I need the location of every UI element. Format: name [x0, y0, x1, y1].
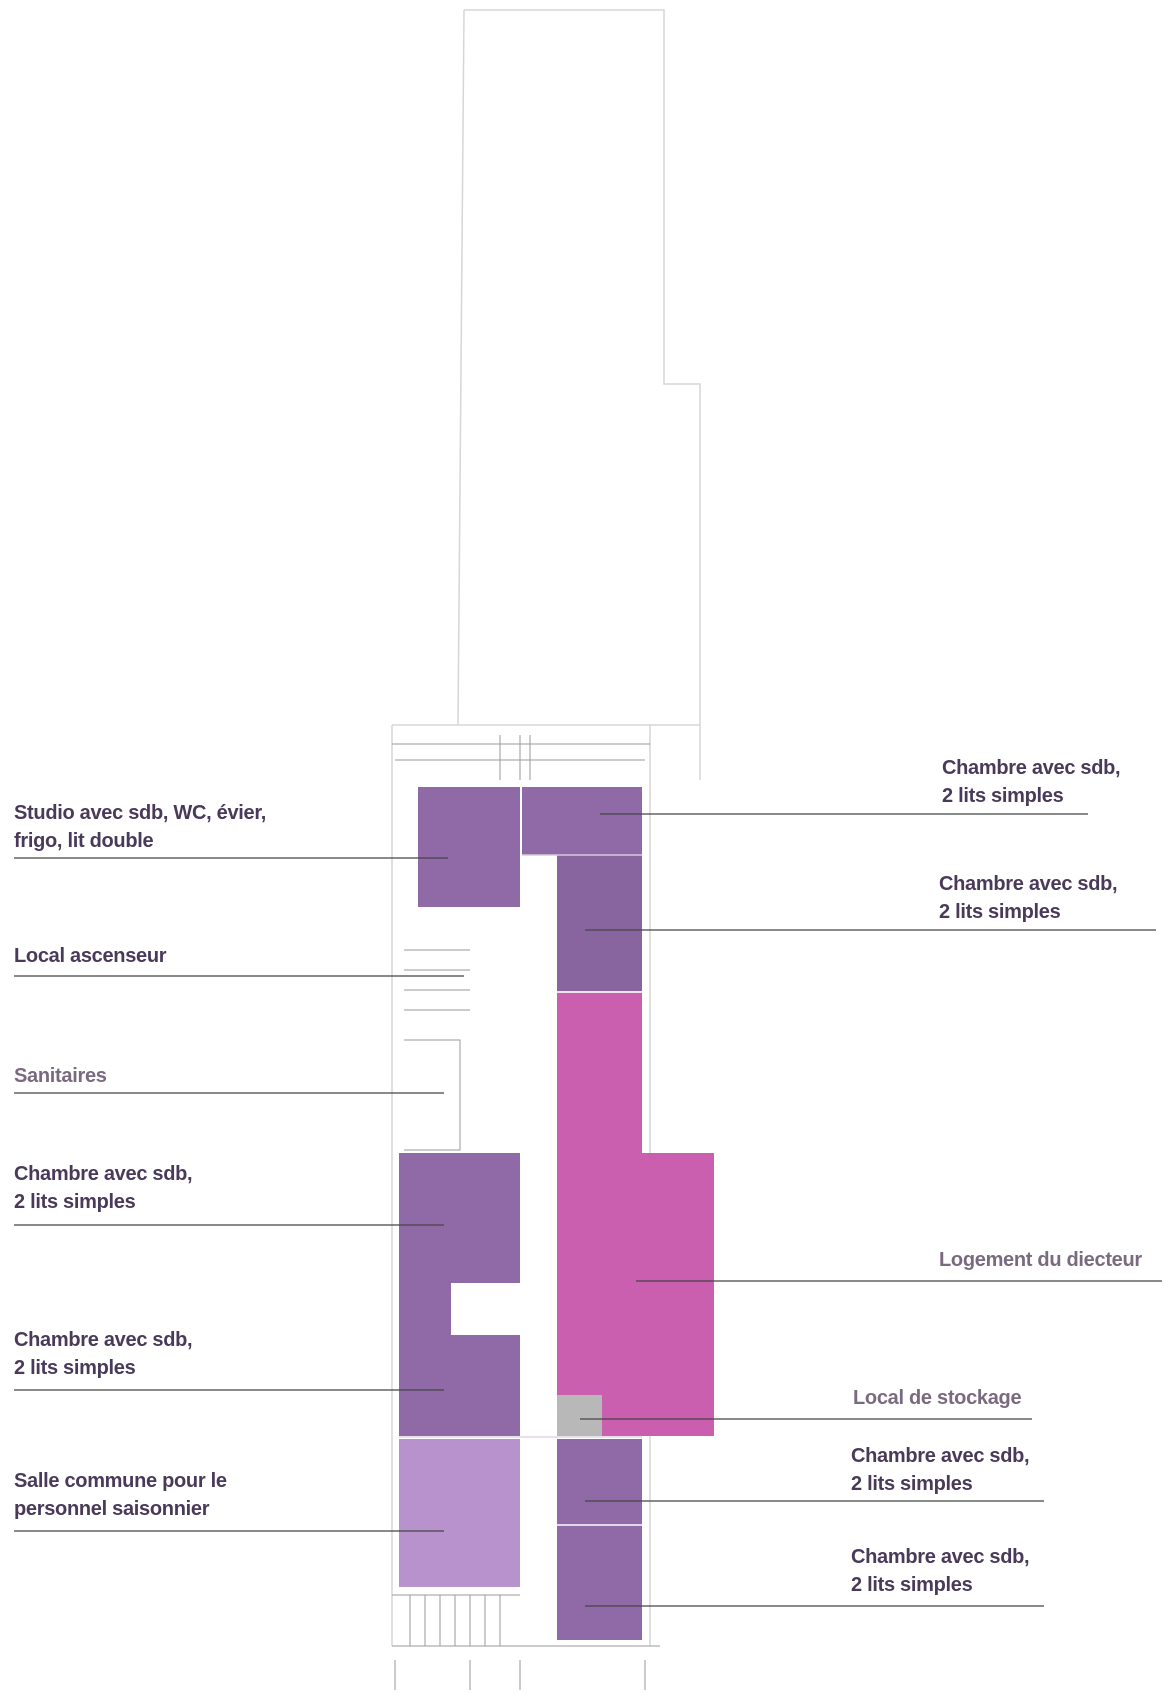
label-chambre-right-3-line1: Chambre avec sdb,	[851, 1445, 1030, 1467]
room-chambre-right-3	[557, 1439, 642, 1524]
label-logement-line1: Logement du diecteur	[939, 1249, 1142, 1271]
label-chambre-left-2-line1: Chambre avec sdb,	[14, 1329, 193, 1351]
label-salle-commune: Salle commune pour le personnel saisonni…	[14, 1467, 227, 1523]
label-studio: Studio avec sdb, WC, évier, frigo, lit d…	[14, 799, 266, 855]
room-logement-ext	[642, 1153, 714, 1436]
label-ascenseur-line1: Local ascenseur	[14, 945, 167, 967]
label-chambre-left-1: Chambre avec sdb, 2 lits simples	[14, 1160, 193, 1216]
label-chambre-right-2: Chambre avec sdb, 2 lits simples	[939, 870, 1118, 926]
label-chambre-right-2-line1: Chambre avec sdb,	[939, 873, 1118, 895]
label-salle-commune-line1: Salle commune pour le	[14, 1470, 227, 1492]
label-chambre-right-4: Chambre avec sdb, 2 lits simples	[851, 1543, 1030, 1599]
label-sanitaires: Sanitaires	[14, 1062, 107, 1090]
label-chambre-right-4-line2: 2 lits simples	[851, 1574, 973, 1596]
room-chambre-right-1	[522, 787, 642, 855]
label-chambre-left-2-line2: 2 lits simples	[14, 1357, 136, 1379]
label-chambre-left-1-line2: 2 lits simples	[14, 1191, 136, 1213]
label-chambre-right-3-line2: 2 lits simples	[851, 1473, 973, 1495]
label-stockage: Local de stockage	[853, 1384, 1022, 1412]
label-studio-line1: Studio avec sdb, WC, évier,	[14, 802, 266, 824]
label-chambre-right-3: Chambre avec sdb, 2 lits simples	[851, 1442, 1030, 1498]
label-chambre-right-4-line1: Chambre avec sdb,	[851, 1546, 1030, 1568]
room-studio	[418, 787, 520, 907]
room-chambre-left-2b	[399, 1335, 520, 1436]
room-chambre-right-2	[557, 855, 642, 991]
room-chambre-left-1	[399, 1153, 520, 1283]
label-chambre-right-1-line1: Chambre avec sdb,	[942, 757, 1121, 779]
room-chambre-right-4	[557, 1526, 642, 1640]
room-logement	[557, 993, 642, 1436]
room-salle-commune	[399, 1439, 520, 1587]
label-chambre-left-2: Chambre avec sdb, 2 lits simples	[14, 1326, 193, 1382]
label-chambre-right-2-line2: 2 lits simples	[939, 901, 1061, 923]
label-chambre-left-1-line1: Chambre avec sdb,	[14, 1163, 193, 1185]
label-ascenseur: Local ascenseur	[14, 942, 167, 970]
label-stockage-line1: Local de stockage	[853, 1387, 1022, 1409]
label-salle-commune-line2: personnel saisonnier	[14, 1498, 210, 1520]
plan-details	[392, 735, 660, 1690]
label-chambre-right-1-line2: 2 lits simples	[942, 785, 1064, 807]
label-chambre-right-1: Chambre avec sdb, 2 lits simples	[942, 754, 1121, 810]
leader-lines	[14, 813, 1162, 1607]
room-chambre-left-2a	[399, 1283, 451, 1335]
building-outline	[391, 9, 701, 1646]
label-sanitaires-line1: Sanitaires	[14, 1065, 107, 1087]
rooms	[399, 787, 714, 1640]
label-logement: Logement du diecteur	[939, 1246, 1142, 1274]
room-stockage	[557, 1395, 602, 1436]
label-studio-line2: frigo, lit double	[14, 830, 154, 852]
